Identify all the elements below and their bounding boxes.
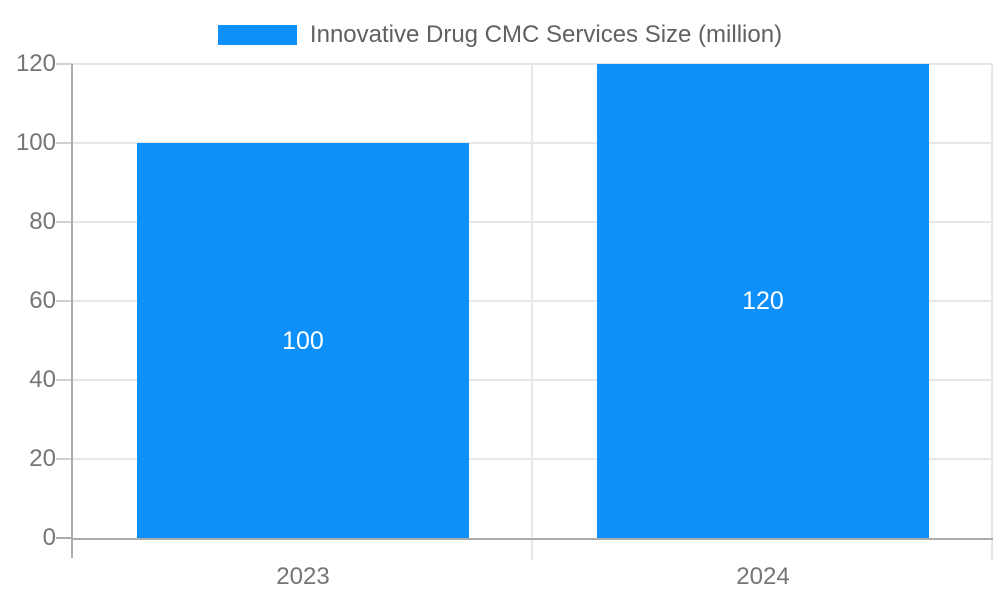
bar-2024: 120 — [597, 64, 929, 538]
y-axis-tick — [56, 379, 73, 381]
y-axis-tick — [56, 458, 73, 460]
y-axis-tick — [56, 537, 73, 539]
y-axis-tick — [56, 300, 73, 302]
x-tick-label: 2024 — [736, 563, 790, 590]
y-tick-label: 80 — [29, 208, 56, 235]
plot-area: 0 20 40 60 80 100 120 100 120 2023 2024 — [16, 50, 993, 590]
x-tick-label: 2023 — [276, 563, 330, 590]
legend: Innovative Drug CMC Services Size (milli… — [0, 21, 1000, 49]
bar-2023: 100 — [137, 143, 469, 538]
legend-label: Innovative Drug CMC Services Size (milli… — [309, 21, 783, 48]
bar-value-label: 120 — [742, 287, 784, 315]
y-gridline — [73, 458, 993, 460]
bar-value-label: 100 — [282, 326, 324, 355]
x-gridline — [991, 64, 993, 560]
y-gridline — [73, 300, 993, 302]
y-gridline — [73, 221, 993, 223]
legend-swatch — [217, 25, 297, 45]
y-tick-label: 100 — [15, 129, 56, 156]
y-axis-tick — [56, 142, 73, 144]
y-axis-tick — [56, 63, 73, 65]
x-axis-line — [71, 538, 993, 540]
y-gridline — [73, 142, 993, 144]
x-gridline — [531, 64, 533, 560]
y-axis-line — [71, 64, 73, 558]
y-tick-label: 60 — [29, 287, 56, 314]
y-gridline — [73, 63, 993, 65]
y-tick-label: 20 — [29, 445, 56, 472]
y-tick-label: 0 — [42, 524, 56, 551]
y-tick-label: 120 — [15, 50, 56, 77]
y-tick-label: 40 — [29, 366, 56, 393]
y-gridline — [73, 379, 993, 381]
y-axis-tick — [56, 221, 73, 223]
